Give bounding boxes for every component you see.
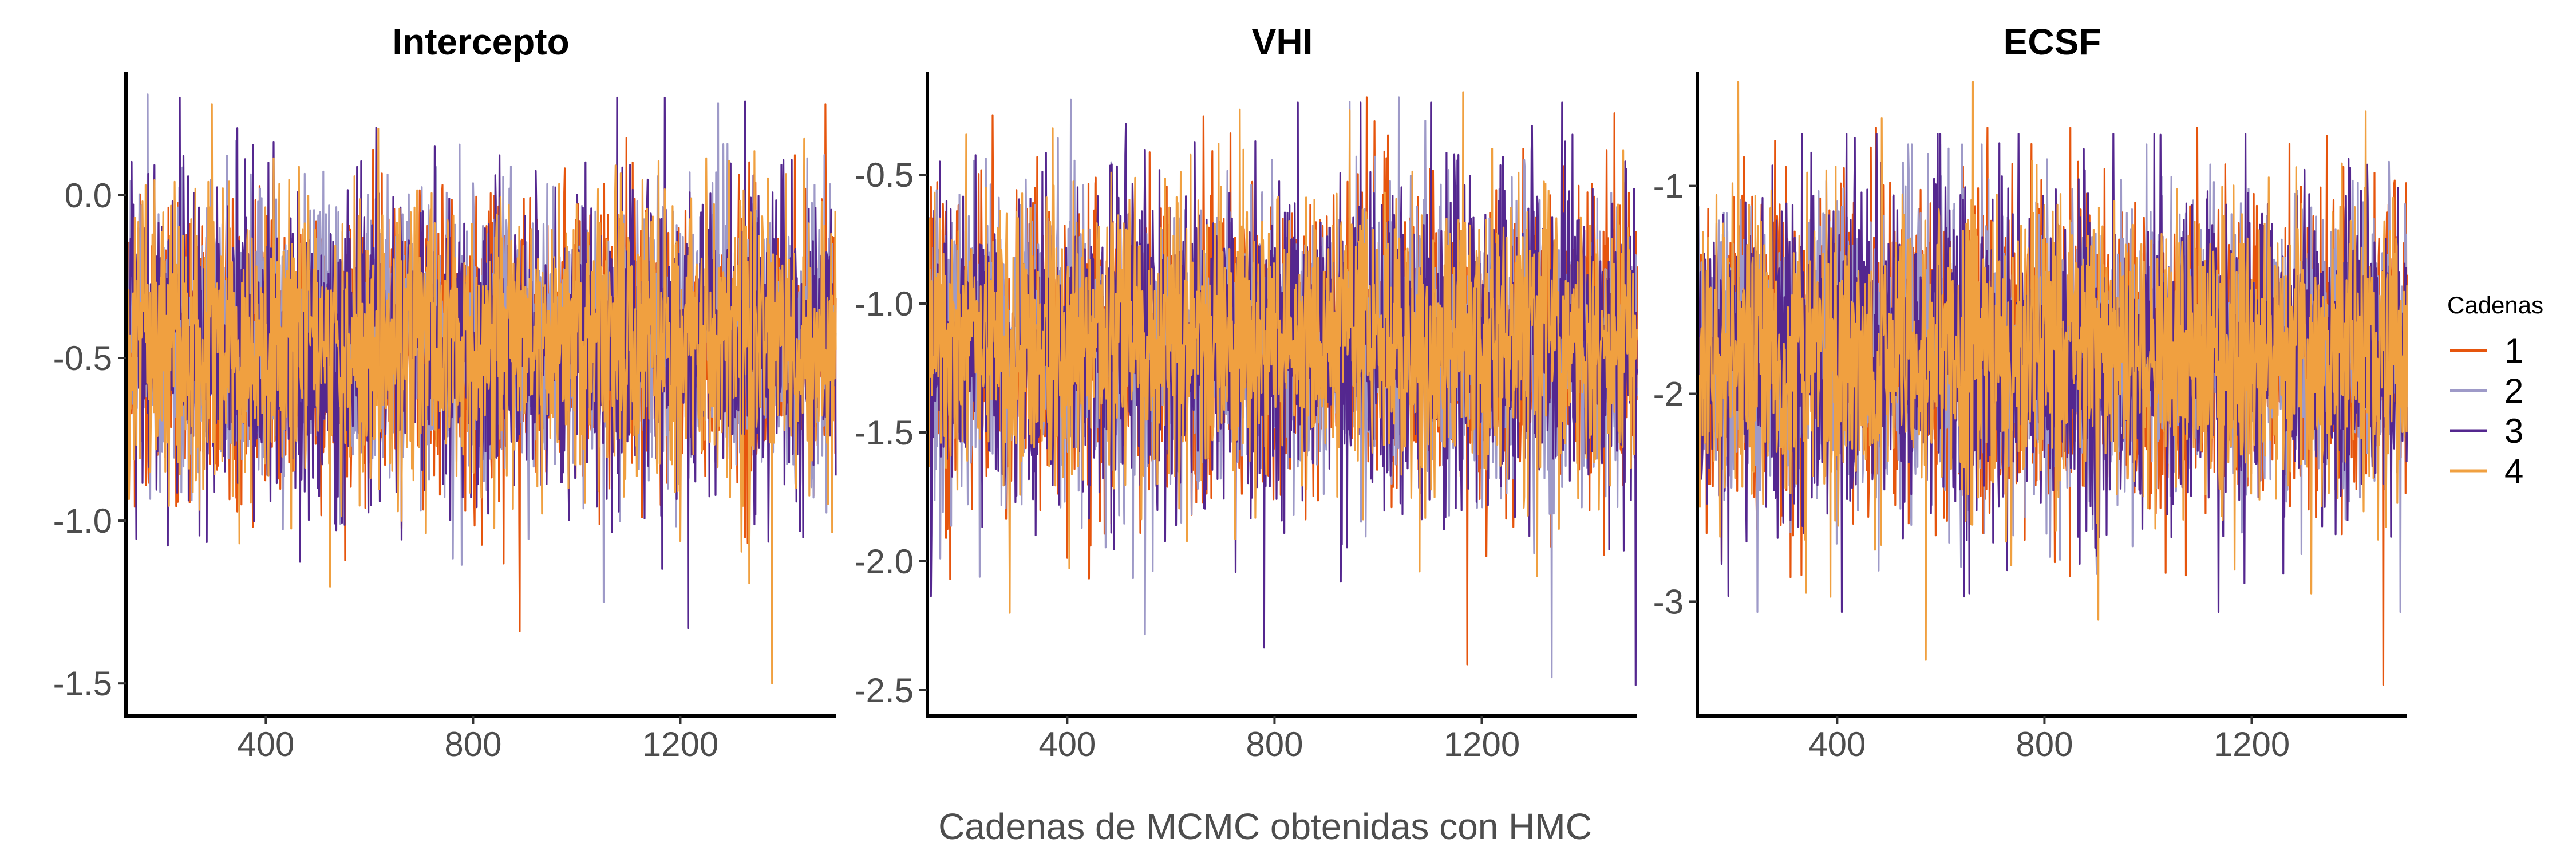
panel-title: ECSF [2004,21,2101,62]
y-tick-label: -1.5 [855,414,914,452]
trace-chain-4 [125,103,837,684]
x-tick-label: 400 [1808,725,1866,763]
y-tick-label: -3 [1653,582,1684,621]
y-tick-label: 0.0 [65,176,112,215]
y-tick-label: -2.5 [855,671,914,710]
x-axis-title: Cadenas de MCMC obtenidas con HMC [938,806,1592,847]
y-tick-label: -1.0 [855,285,914,323]
panel-title: VHI [1252,21,1313,62]
y-tick-label: -1 [1653,167,1684,206]
legend-label-3: 3 [2504,412,2523,450]
y-tick-label: -2 [1653,375,1684,414]
legend-label-2: 2 [2504,372,2523,410]
panel-ecsf: ECSF -1 -2 -3 400 800 1200 [1653,21,2408,763]
x-tick-label: 1200 [1444,725,1520,763]
x-tick-label: 800 [444,725,501,763]
x-tick-label: 1200 [2214,725,2290,763]
panel-intercepto: Intercepto 0.0 -0.5 -1.0 -1.5 400 800 1200 [53,21,837,763]
y-tick-label: -2.0 [855,542,914,581]
panel-title: Intercepto [392,21,569,62]
x-tick-label: 1200 [642,725,718,763]
y-tick-label: -1.0 [53,502,112,540]
panel-vhi: VHI -0.5 -1.0 -1.5 -2.0 -2.5 400 800 1200 [855,21,1638,763]
y-tick-label: -1.5 [53,664,112,703]
legend-label-4: 4 [2504,452,2523,490]
trace-chain-4 [926,91,1638,614]
y-tick-label: -0.5 [53,339,112,377]
legend-label-1: 1 [2504,332,2523,370]
x-tick-label: 400 [1038,725,1096,763]
x-tick-label: 400 [237,725,294,763]
y-tick-label: -0.5 [855,156,914,194]
x-tick-label: 800 [1246,725,1303,763]
legend-title: Cadenas [2447,292,2543,318]
x-tick-label: 800 [2016,725,2073,763]
trace-chain-4 [1696,81,2408,661]
